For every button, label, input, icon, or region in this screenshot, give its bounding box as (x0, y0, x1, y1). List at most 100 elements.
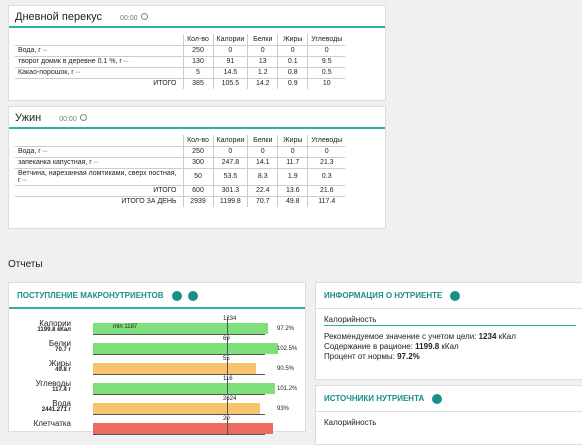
info-text: 1199.8 (415, 342, 440, 351)
info-panel: ИНФОРМАЦИЯ О НУТРИЕНТЕ Калорийность Рекоме… (315, 282, 582, 380)
value-cell: 250 (182, 45, 213, 57)
info-text: Содержание в рационе: (324, 342, 416, 351)
section-title: Отчеты (8, 259, 43, 270)
icon (432, 394, 443, 404)
macro-row: Вода 2441.271 г 2624 93% (9, 396, 305, 417)
value-cell: 2939 (182, 196, 213, 207)
meal-header: Ужин 00:00 (9, 107, 385, 129)
macro-panel: ПОСТУПЛЕНИЕ МАКРОНУТРИЕНТОВ Калории 1199.8… (8, 282, 306, 435)
meal-time: 00:00 (59, 116, 87, 123)
info-text: 97.2% (397, 352, 420, 361)
food-row: Ветчина, нарезанная ломтиками, сверх пос… (15, 168, 346, 186)
value-cell: 1.9 (277, 168, 308, 186)
percent-label: 90.5% (277, 366, 295, 372)
value-cell: 49.8 (277, 196, 308, 207)
nutrient-amount: 70.7 г (55, 347, 71, 353)
food-row: Вода, г2500000 (15, 45, 346, 57)
axis-line (93, 414, 265, 415)
target-label: 69 (223, 336, 230, 342)
food-name: творог домик в деревне 0.1 %, г (15, 56, 183, 68)
value-cell: 0 (307, 146, 346, 158)
value-cell: 70.7 (247, 196, 278, 207)
food-row: запеканка капустная, г300247.814.111.721… (15, 157, 346, 169)
panel-header: ИСТОЧНИКИ НУТРИЕНТА (316, 386, 582, 412)
panel-header: ИНФОРМАЦИЯ О НУТРИЕНТЕ (316, 283, 582, 309)
value-cell: 600 (182, 185, 213, 197)
header-row: Кол-во Калории Белки Жиры Углеводы (15, 34, 346, 46)
total-label: ИТОГО ЗА ДЕНЬ (121, 198, 177, 206)
target-marker (227, 397, 228, 414)
value-cell: 0 (212, 146, 248, 158)
macro-row: Белки 70.7 г 69 102.5% (9, 336, 305, 357)
food-name: Вода, г (15, 45, 183, 57)
nutrient-name: Жиры (48, 359, 71, 368)
value-cell: 21.3 (307, 157, 346, 169)
value-cell: 8.3 (247, 168, 278, 186)
info-text: кКал (439, 342, 459, 351)
header-cell: Калории (212, 135, 248, 147)
food-name: Вода, г (15, 146, 183, 158)
value-cell: 0.3 (307, 168, 346, 186)
macro-bar (93, 363, 256, 374)
panel-header: ПОСТУПЛЕНИЕ МАКРОНУТРИЕНТОВ (9, 283, 305, 309)
target-label: 1234 (223, 316, 237, 322)
panel-title: ИНФОРМАЦИЯ О НУТРИЕНТЕ (324, 291, 443, 301)
value-cell: 5 (182, 67, 213, 79)
macro-row: Углеводы 117.4 г 116 101.2% (9, 376, 305, 397)
axis-line (93, 334, 265, 335)
value-cell: 105.5 (212, 78, 248, 89)
total-row: ИТОГО ЗА ДЕНЬ 2939 1199.8 70.7 49.8 117.4 (15, 196, 346, 207)
meal-time: 00:00 (120, 15, 148, 22)
target-marker (227, 337, 228, 354)
value-cell: 22.4 (247, 185, 278, 197)
value-cell: 385 (182, 78, 213, 89)
target-label: 2624 (223, 396, 237, 402)
food-row: творог домик в деревне 0.1 %, г13091130.… (15, 56, 346, 68)
header-cell: Углеводы (307, 34, 346, 46)
nutrient-name: Калорийность (324, 418, 377, 427)
meal-panel: Ужин 00:00 Кол-во Калории Белки Жиры Углеводы В… (8, 106, 386, 229)
percent-label: 101.2% (277, 386, 298, 392)
percent-label: 97.2% (277, 326, 295, 332)
value-cell: 0.8 (277, 67, 308, 79)
macro-row: Калории 1199.8 кКал min 1187 1234 97.2% (9, 316, 305, 337)
macro-list: Калории 1199.8 кКал min 1187 1234 97.2% Белки… (9, 309, 305, 437)
value-cell: 14.5 (212, 67, 248, 79)
total-label: ИТОГО (153, 80, 177, 88)
value-cell: 130 (182, 56, 213, 68)
nutrient-amount: 49.8 г (55, 367, 71, 373)
header-cell: Жиры (277, 34, 308, 46)
meal-title: Дневной перекус (15, 11, 103, 23)
target-marker (227, 357, 228, 374)
axis-line (93, 354, 265, 355)
value-cell: 1.2 (247, 67, 278, 79)
bar-label: min 1187 (113, 324, 138, 330)
target-marker (227, 317, 228, 334)
nutrient-amount: 2441.271 г (41, 407, 71, 413)
panel-title: ИСТОЧНИКИ НУТРИЕНТА (324, 394, 425, 404)
nutrient-name: Вода (52, 399, 71, 408)
header-row: Кол-во Калории Белки Жиры Углеводы (15, 135, 346, 147)
header-cell: Углеводы (307, 135, 346, 147)
value-cell: 0 (307, 45, 346, 57)
macro-bar (93, 343, 278, 354)
icon (187, 291, 198, 301)
macro-row: Жиры 49.8 г 55 90.5% (9, 356, 305, 377)
axis-line (93, 434, 265, 435)
meal-header: Дневной перекус 00:00 (9, 6, 385, 28)
total-row: ИТОГО 385 105.5 14.2 0.9 10 (15, 78, 346, 89)
meal-panel: Дневной перекус 00:00 Кол-во Калории Белки Жи… (8, 5, 386, 101)
nutrient-amount: 1199.8 кКал (37, 327, 71, 333)
value-cell: 10 (307, 78, 346, 89)
percent-label: 102.5% (277, 346, 298, 352)
nutrient-name: Углеводы (35, 379, 71, 388)
header-cell: Кол-во (182, 135, 213, 147)
target-marker (227, 377, 228, 394)
axis-line (93, 374, 265, 375)
food-name: запеканка капустная, г (15, 157, 183, 169)
nutrient-name: Калорийность (324, 315, 576, 326)
info-line: Рекомендуемое значение с учетом цели: 12… (324, 332, 576, 342)
value-cell: 0.1 (277, 56, 308, 68)
info-text: 1234 (478, 332, 497, 341)
